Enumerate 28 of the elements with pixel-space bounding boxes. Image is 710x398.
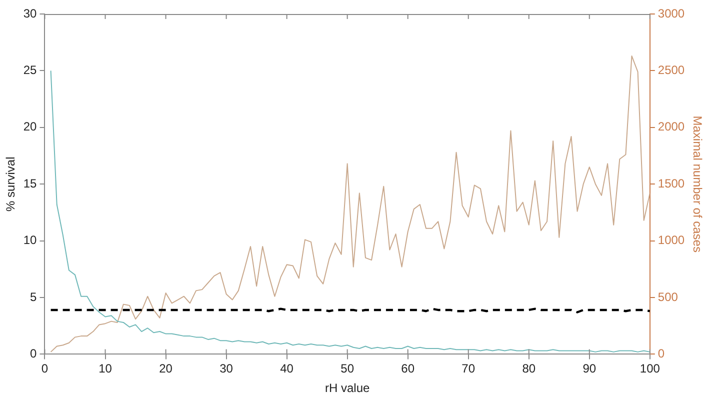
x-tick-label: 10 — [98, 362, 112, 376]
x-tick-label: 70 — [462, 362, 476, 376]
y-tick-label: 15 — [23, 176, 38, 190]
y2-tick-label: 0 — [658, 346, 665, 361]
y-tick-label: 20 — [23, 120, 38, 134]
x-tick-label: 80 — [522, 362, 536, 376]
x-tick-label: 30 — [220, 362, 234, 376]
x-tick-label: 60 — [401, 362, 415, 376]
x-tick-label: 50 — [340, 362, 354, 376]
x-tick-label: 40 — [280, 362, 294, 376]
x-tick-label: 20 — [159, 362, 173, 376]
y-tick-label: 30 — [23, 6, 38, 20]
y-tick-label: 25 — [23, 63, 38, 78]
y2-tick-label: 1500 — [658, 176, 685, 190]
y-axis-title: % survival — [4, 156, 18, 212]
y2-tick-label: 1000 — [658, 233, 685, 248]
x-tick-label: 100 — [640, 362, 660, 376]
y2-tick-label: 500 — [658, 290, 678, 304]
x-axis-title: rH value — [324, 381, 370, 396]
x-tick-label: 0 — [41, 362, 48, 376]
y2-axis-title: Maximal number of cases — [690, 116, 704, 252]
y-tick-label: 10 — [23, 233, 38, 248]
y2-tick-label: 2000 — [658, 120, 685, 134]
y-tick-label: 0 — [30, 346, 38, 361]
y-tick-label: 5 — [30, 290, 38, 304]
x-tick-label: 90 — [582, 362, 596, 376]
y2-tick-label: 3000 — [658, 6, 685, 20]
y2-tick-label: 2500 — [658, 63, 685, 78]
